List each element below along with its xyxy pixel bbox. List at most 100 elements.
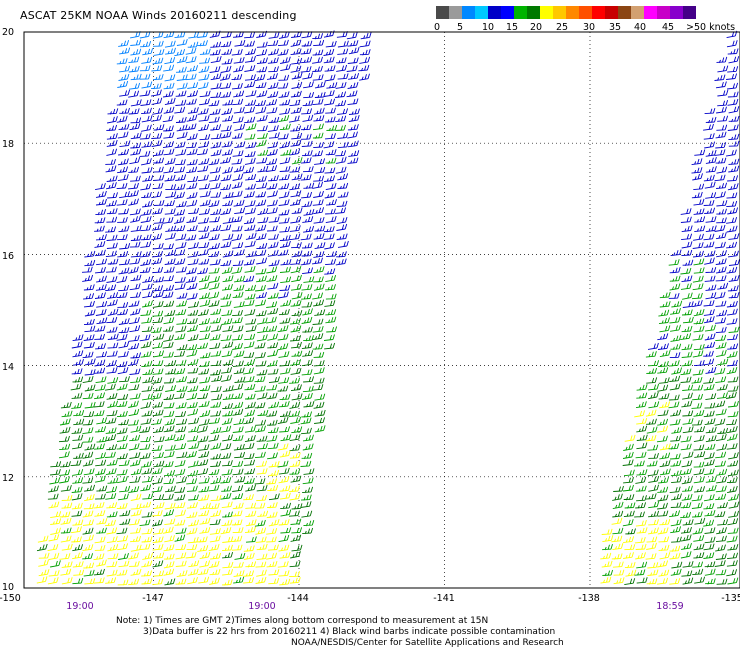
- wind-barb: [116, 410, 128, 418]
- wind-barb: [61, 410, 73, 418]
- wind-barb: [244, 240, 256, 248]
- wind-barb: [624, 561, 636, 569]
- wind-barb: [313, 190, 324, 198]
- wind-barb: [188, 560, 200, 568]
- wind-barb: [188, 301, 200, 308]
- wind-barb: [222, 166, 233, 174]
- wind-barb: [233, 418, 245, 426]
- wind-barb: [162, 325, 174, 333]
- colorbar-swatch: [501, 6, 514, 19]
- wind-barb: [244, 308, 256, 316]
- wind-barb: [728, 510, 740, 518]
- wind-barb: [165, 359, 177, 367]
- colorbar-swatch: [644, 6, 657, 19]
- wind-barb: [279, 393, 291, 401]
- wind-barb: [303, 335, 314, 342]
- wind-barb: [277, 325, 289, 333]
- wind-barb: [693, 325, 705, 333]
- wind-barb: [60, 535, 72, 543]
- wind-barb: [255, 191, 267, 198]
- wind-barb: [61, 577, 73, 585]
- wind-barb: [106, 200, 117, 207]
- wind-barb: [151, 377, 163, 384]
- wind-barb: [657, 486, 669, 493]
- wind-barb: [164, 434, 176, 441]
- wind-barb: [245, 519, 257, 527]
- wind-barb: [96, 436, 108, 443]
- wind-barb: [646, 377, 658, 384]
- wind-barb: [645, 409, 657, 417]
- wind-barb: [636, 434, 648, 441]
- wind-barb: [326, 326, 338, 333]
- wind-barb: [49, 468, 61, 476]
- wind-barb: [164, 418, 176, 426]
- wind-barb: [186, 450, 197, 458]
- wind-barb: [277, 460, 289, 468]
- wind-barb: [198, 486, 210, 493]
- wind-barb: [185, 56, 197, 64]
- wind-barb: [279, 410, 291, 417]
- wind-barb: [210, 41, 222, 48]
- wind-barb: [693, 233, 704, 241]
- wind-barb: [130, 509, 142, 517]
- wind-barb: [703, 519, 715, 527]
- wind-barb: [278, 534, 290, 543]
- wind-barb: [266, 158, 278, 166]
- wind-barb: [692, 173, 703, 181]
- wind-barb: [703, 316, 715, 324]
- wind-barb: [255, 99, 266, 107]
- wind-barb: [119, 47, 131, 55]
- wind-barb: [727, 543, 739, 551]
- wind-barb: [234, 376, 246, 383]
- wind-barb: [669, 394, 680, 401]
- wind-barb: [680, 534, 692, 542]
- wind-barb: [82, 351, 94, 359]
- colorbar-swatch: [436, 6, 449, 19]
- wind-barb: [222, 402, 233, 410]
- wind-barb: [715, 553, 727, 560]
- wind-barb: [73, 409, 85, 417]
- wind-barb: [130, 48, 142, 56]
- wind-barb: [211, 393, 223, 401]
- wind-barb: [95, 198, 107, 206]
- wind-barb: [130, 468, 142, 476]
- wind-barb: [174, 486, 186, 493]
- wind-barb: [106, 459, 118, 466]
- wind-barb: [314, 158, 326, 165]
- wind-barb: [244, 31, 256, 39]
- wind-barb: [209, 66, 221, 73]
- wind-barb: [602, 569, 614, 577]
- wind-barb: [325, 215, 337, 224]
- wind-barb: [175, 90, 187, 97]
- wind-barb: [174, 534, 186, 542]
- wind-barb: [681, 359, 693, 367]
- wind-barb: [163, 132, 175, 139]
- wind-barb: [313, 299, 325, 307]
- wind-barb: [72, 577, 84, 585]
- wind-barb: [302, 99, 314, 107]
- wind-barb: [625, 528, 636, 535]
- wind-barb: [267, 39, 279, 47]
- wind-barb: [95, 475, 106, 483]
- wind-barb: [256, 182, 268, 190]
- wind-barb: [129, 208, 141, 216]
- wind-barb: [623, 476, 634, 484]
- wind-barb: [290, 283, 302, 291]
- wind-barb: [128, 317, 140, 325]
- wind-barb: [208, 543, 220, 552]
- wind-barb: [703, 300, 715, 307]
- wind-barb: [680, 283, 692, 290]
- wind-barb: [257, 510, 269, 517]
- wind-barb: [277, 48, 289, 56]
- wind-barb: [233, 90, 245, 98]
- wind-barb: [50, 518, 62, 525]
- wind-barb: [221, 318, 233, 325]
- wind-barb: [244, 200, 256, 208]
- wind-barb: [174, 367, 186, 375]
- wind-barb: [337, 108, 349, 115]
- wind-barb: [83, 293, 95, 300]
- wind-barb: [257, 216, 269, 224]
- wind-barb: [348, 46, 360, 55]
- wind-barb: [657, 577, 669, 585]
- wind-barb: [176, 38, 188, 46]
